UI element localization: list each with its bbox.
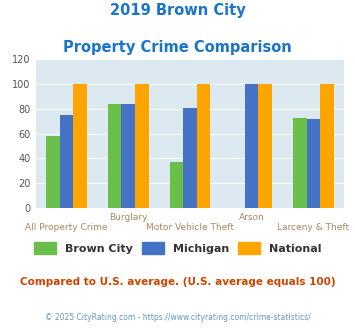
Bar (320, 84, 334, 208)
Legend: Brown City, Michigan, National: Brown City, Michigan, National (28, 237, 327, 259)
Text: Arson: Arson (239, 213, 264, 222)
Text: 2019 Brown City: 2019 Brown City (110, 3, 245, 18)
Bar (245, 84, 258, 208)
Bar (307, 119, 320, 208)
Bar (46, 136, 60, 208)
Bar (135, 84, 148, 208)
Bar (170, 162, 183, 208)
Text: Compared to U.S. average. (U.S. average equals 100): Compared to U.S. average. (U.S. average … (20, 277, 335, 287)
Bar (121, 104, 135, 208)
Text: Burglary: Burglary (109, 213, 147, 222)
Bar (258, 84, 272, 208)
Text: Motor Vehicle Theft: Motor Vehicle Theft (146, 223, 234, 232)
Bar (197, 84, 210, 208)
Text: © 2025 CityRating.com - https://www.cityrating.com/crime-statistics/: © 2025 CityRating.com - https://www.city… (45, 314, 310, 322)
Bar (60, 115, 73, 208)
Bar (73, 84, 87, 208)
Bar (183, 108, 197, 208)
Bar (108, 104, 121, 208)
Text: All Property Crime: All Property Crime (25, 223, 108, 232)
Text: Larceny & Theft: Larceny & Theft (277, 223, 350, 232)
Text: Property Crime Comparison: Property Crime Comparison (63, 40, 292, 54)
Bar (293, 117, 307, 208)
